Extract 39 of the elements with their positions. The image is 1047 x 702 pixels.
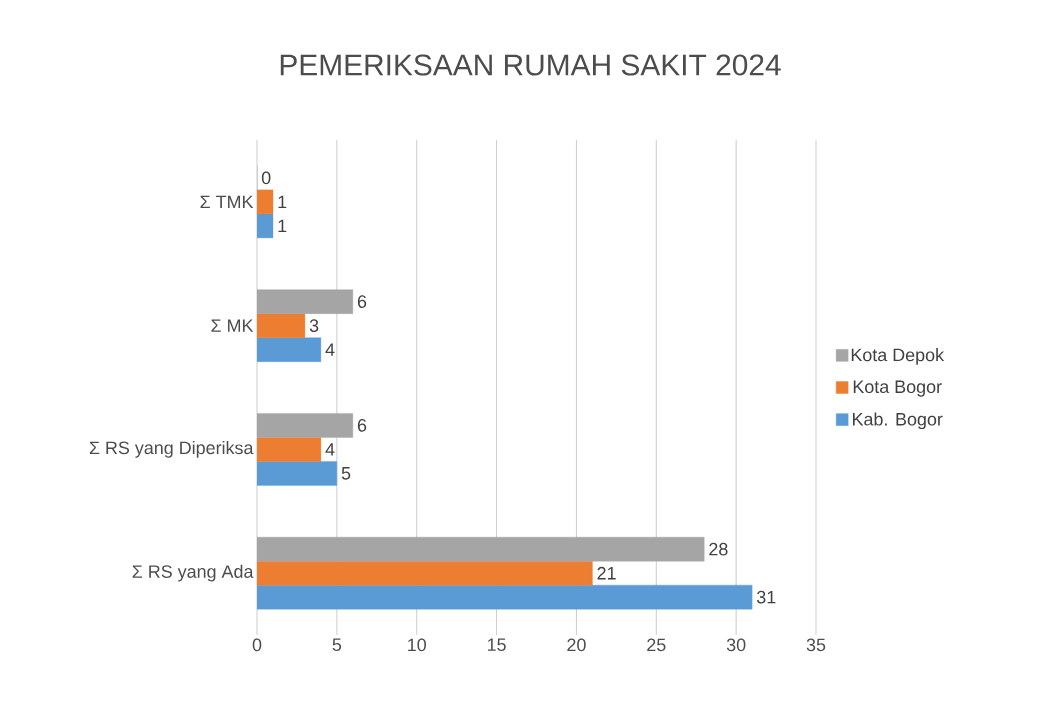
legend-label: Kab. Bogor — [852, 412, 943, 430]
x-tick-label: 35 — [806, 638, 826, 652]
y-tick-label: Σ MK — [211, 319, 254, 332]
bar — [257, 413, 354, 438]
data-label: 6 — [357, 419, 367, 432]
x-tick-label: 30 — [726, 638, 746, 652]
legend-label: Kota Depok — [851, 348, 945, 365]
x-tick-label: 20 — [567, 638, 586, 652]
y-tick-label: Σ TMK — [200, 195, 254, 209]
y-tick-label: Σ RS yang Diperiksa — [89, 441, 254, 458]
x-tick-label: 25 — [647, 638, 666, 652]
data-label: 4 — [325, 343, 335, 356]
bar — [257, 560, 593, 586]
data-label: 0 — [261, 171, 271, 185]
bar — [257, 313, 306, 338]
bar — [257, 213, 274, 239]
bar — [257, 189, 274, 215]
data-label: 4 — [325, 443, 335, 456]
bar — [257, 437, 322, 462]
bar — [257, 461, 338, 486]
legend-label: Kota Bogor — [853, 380, 942, 397]
data-label: 5 — [341, 467, 351, 480]
data-label: 6 — [357, 295, 367, 308]
bar — [257, 584, 753, 610]
data-label: 1 — [278, 219, 287, 233]
data-label: 21 — [597, 566, 616, 580]
y-tick-label: Σ RS yang Ada — [132, 564, 254, 582]
x-tick-label: 0 — [252, 638, 262, 652]
data-label: 31 — [756, 590, 776, 604]
bar — [257, 337, 322, 362]
chart-title: PEMERIKSAAN RUMAH SAKIT 2024 — [280, 54, 781, 76]
data-label: 28 — [709, 542, 728, 556]
bar — [257, 289, 354, 314]
x-tick-label: 15 — [487, 638, 506, 652]
bar — [257, 536, 705, 562]
x-tick-label: 10 — [408, 638, 426, 652]
data-label: 3 — [309, 319, 319, 332]
data-label: 1 — [278, 195, 287, 209]
x-tick-label: 5 — [332, 638, 342, 652]
